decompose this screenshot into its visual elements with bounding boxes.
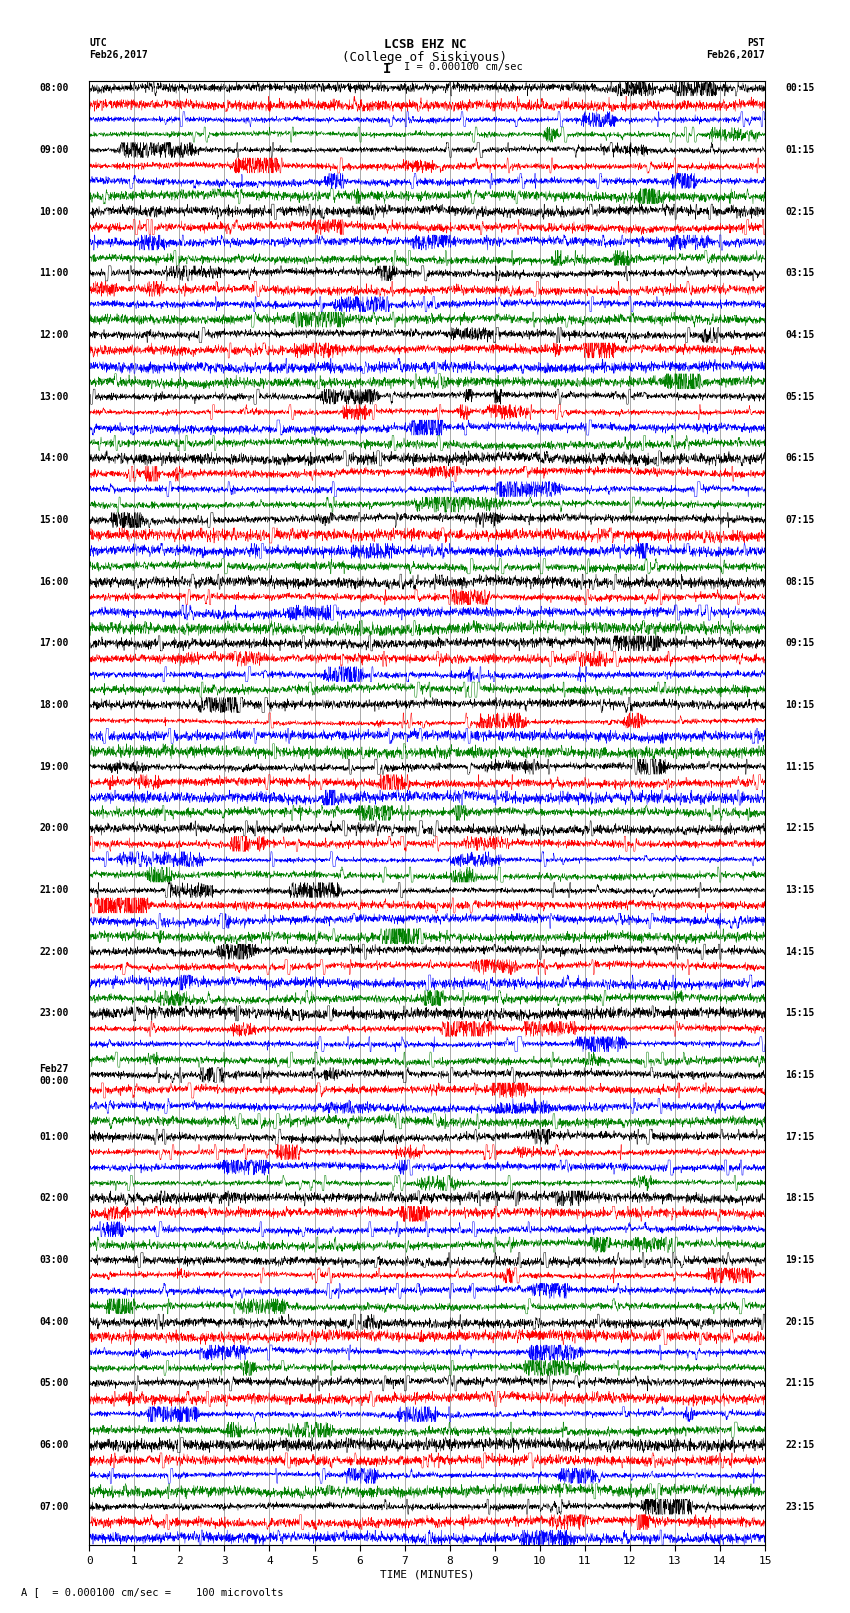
Text: I = 0.000100 cm/sec: I = 0.000100 cm/sec [404, 63, 523, 73]
Text: 18:15: 18:15 [785, 1194, 814, 1203]
Text: 20:15: 20:15 [785, 1316, 814, 1327]
Text: 14:00: 14:00 [40, 453, 69, 463]
Text: 10:00: 10:00 [40, 206, 69, 216]
Text: 03:15: 03:15 [785, 268, 814, 279]
Text: 16:00: 16:00 [40, 577, 69, 587]
Text: Feb27
00:00: Feb27 00:00 [40, 1065, 69, 1086]
Text: 02:15: 02:15 [785, 206, 814, 216]
Text: 10:15: 10:15 [785, 700, 814, 710]
Text: 09:15: 09:15 [785, 639, 814, 648]
Text: 12:00: 12:00 [40, 331, 69, 340]
Text: (College of Siskiyous): (College of Siskiyous) [343, 50, 507, 65]
Text: 19:15: 19:15 [785, 1255, 814, 1265]
Text: 00:15: 00:15 [785, 84, 814, 94]
Text: 19:00: 19:00 [40, 761, 69, 771]
Text: 17:15: 17:15 [785, 1132, 814, 1142]
Text: 14:15: 14:15 [785, 947, 814, 957]
Text: 06:00: 06:00 [40, 1440, 69, 1450]
Text: A [  = 0.000100 cm/sec =    100 microvolts: A [ = 0.000100 cm/sec = 100 microvolts [21, 1587, 284, 1597]
Text: 11:00: 11:00 [40, 268, 69, 279]
Text: 13:15: 13:15 [785, 886, 814, 895]
Text: 20:00: 20:00 [40, 823, 69, 834]
Text: 15:15: 15:15 [785, 1008, 814, 1018]
Text: 11:15: 11:15 [785, 761, 814, 771]
Text: 05:15: 05:15 [785, 392, 814, 402]
Text: 01:00: 01:00 [40, 1132, 69, 1142]
Text: 15:00: 15:00 [40, 515, 69, 524]
Text: 23:15: 23:15 [785, 1502, 814, 1511]
Text: 21:00: 21:00 [40, 886, 69, 895]
Text: 09:00: 09:00 [40, 145, 69, 155]
Text: 02:00: 02:00 [40, 1194, 69, 1203]
Text: 22:15: 22:15 [785, 1440, 814, 1450]
Text: 18:00: 18:00 [40, 700, 69, 710]
Text: 04:15: 04:15 [785, 331, 814, 340]
Text: 06:15: 06:15 [785, 453, 814, 463]
Text: 16:15: 16:15 [785, 1069, 814, 1081]
Text: 04:00: 04:00 [40, 1316, 69, 1327]
Text: 08:00: 08:00 [40, 84, 69, 94]
Text: 03:00: 03:00 [40, 1255, 69, 1265]
Text: PST
Feb26,2017: PST Feb26,2017 [706, 37, 765, 60]
Text: 13:00: 13:00 [40, 392, 69, 402]
Text: 22:00: 22:00 [40, 947, 69, 957]
Text: 08:15: 08:15 [785, 577, 814, 587]
Text: UTC
Feb26,2017: UTC Feb26,2017 [89, 37, 148, 60]
X-axis label: TIME (MINUTES): TIME (MINUTES) [380, 1569, 474, 1579]
Text: 07:00: 07:00 [40, 1502, 69, 1511]
Text: LCSB EHZ NC: LCSB EHZ NC [383, 37, 467, 52]
Text: 21:15: 21:15 [785, 1379, 814, 1389]
Text: 12:15: 12:15 [785, 823, 814, 834]
Text: I: I [382, 63, 391, 76]
Text: 01:15: 01:15 [785, 145, 814, 155]
Text: 17:00: 17:00 [40, 639, 69, 648]
Text: 23:00: 23:00 [40, 1008, 69, 1018]
Text: 05:00: 05:00 [40, 1379, 69, 1389]
Text: 07:15: 07:15 [785, 515, 814, 524]
